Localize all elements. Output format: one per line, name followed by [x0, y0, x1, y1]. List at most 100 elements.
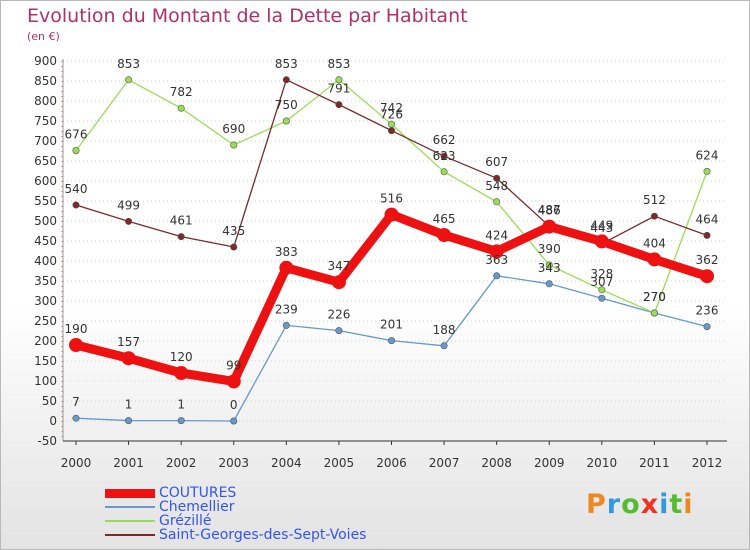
- y-tick-label: 750: [34, 114, 57, 128]
- data-point: [174, 366, 189, 380]
- data-point: [72, 201, 80, 209]
- y-tick-label: 850: [34, 74, 57, 88]
- data-label: 226: [327, 308, 350, 322]
- data-point: [387, 120, 395, 128]
- data-label: 662: [433, 133, 456, 147]
- data-point: [335, 327, 343, 335]
- data-label: 791: [327, 82, 350, 96]
- data-label: 1: [177, 398, 185, 412]
- data-label: 424: [485, 228, 508, 242]
- legend-swatch: [105, 534, 155, 536]
- data-point: [335, 101, 343, 109]
- data-label: 363: [485, 253, 508, 267]
- logo-letter: r: [606, 489, 622, 520]
- y-tick-label: 800: [34, 94, 57, 108]
- legend-swatch: [105, 488, 155, 498]
- data-point: [387, 337, 395, 345]
- data-label: 853: [117, 57, 140, 71]
- data-label: 853: [275, 57, 298, 71]
- data-label: 464: [696, 212, 719, 226]
- legend-label: Chemellier: [159, 499, 235, 515]
- data-point: [598, 294, 606, 302]
- data-point: [493, 174, 501, 182]
- logo-letter: i: [683, 489, 694, 520]
- data-label: 362: [696, 253, 719, 267]
- data-label: 328: [590, 267, 613, 281]
- data-label: 404: [643, 236, 666, 250]
- x-tick-label: 2006: [376, 456, 407, 470]
- data-point: [279, 260, 294, 275]
- data-label: 157: [117, 335, 140, 349]
- data-point: [282, 117, 290, 125]
- y-tick-label: 300: [34, 294, 57, 308]
- legend-swatch: [105, 520, 155, 522]
- x-tick-label: 2012: [692, 456, 723, 470]
- data-label: 782: [170, 85, 193, 99]
- logo-letter: o: [621, 489, 641, 520]
- data-point: [69, 338, 83, 352]
- data-label: 343: [538, 261, 561, 275]
- legend-item: Chemellier: [105, 500, 366, 514]
- legend-item: COUTURES: [105, 486, 366, 500]
- x-tick-label: 2008: [481, 456, 512, 470]
- data-point: [177, 104, 185, 112]
- data-point: [700, 269, 714, 284]
- data-point: [177, 417, 185, 425]
- chart-subtitle: (en €): [27, 30, 60, 43]
- data-label: 239: [275, 302, 298, 316]
- data-label: 270: [643, 290, 666, 304]
- data-label: 750: [275, 98, 298, 112]
- data-point: [121, 351, 136, 366]
- data-label: 1: [125, 398, 133, 412]
- data-point: [493, 198, 501, 206]
- logo-letter: t: [669, 489, 684, 520]
- data-point: [177, 233, 185, 241]
- x-tick-label: 2005: [324, 456, 355, 470]
- data-label: 624: [696, 148, 719, 162]
- x-tick-label: 2009: [534, 456, 565, 470]
- x-tick-label: 2002: [166, 456, 197, 470]
- data-point: [72, 414, 80, 422]
- data-label: 270: [643, 290, 666, 304]
- data-point: [650, 309, 658, 317]
- legend-item: Grézillé: [105, 514, 366, 528]
- data-label: 690: [222, 122, 245, 136]
- data-label: 548: [485, 179, 508, 193]
- data-point: [282, 76, 290, 84]
- data-point: [282, 321, 290, 329]
- data-label: 120: [170, 350, 193, 364]
- y-tick-label: 500: [34, 214, 57, 228]
- data-label: 607: [485, 155, 508, 169]
- legend-label: Saint-Georges-des-Sept-Voies: [159, 527, 367, 543]
- data-label: 383: [275, 245, 298, 259]
- data-point: [545, 261, 553, 269]
- x-tick-label: 2007: [429, 456, 460, 470]
- data-point: [387, 127, 395, 135]
- legend-item: Saint-Georges-des-Sept-Voies: [105, 528, 366, 542]
- legend-label: COUTURES: [159, 485, 237, 501]
- data-point: [703, 167, 711, 175]
- data-label: 99: [226, 358, 241, 372]
- y-tick-label: 200: [34, 334, 57, 348]
- x-tick-label: 2003: [218, 456, 249, 470]
- data-label: 190: [65, 322, 88, 336]
- data-label: 742: [380, 101, 403, 115]
- data-point: [703, 231, 711, 239]
- x-tick-label: 2001: [113, 456, 144, 470]
- data-point: [230, 417, 238, 425]
- data-point: [440, 152, 448, 160]
- data-label: 512: [643, 193, 666, 207]
- data-point: [440, 168, 448, 176]
- data-point: [331, 275, 346, 290]
- data-point: [703, 323, 711, 331]
- data-point: [226, 374, 241, 389]
- y-tick-label: -50: [37, 434, 57, 448]
- data-point: [493, 272, 501, 280]
- data-point: [594, 234, 609, 249]
- y-tick-label: 600: [34, 174, 57, 188]
- data-label: 307: [590, 275, 613, 289]
- x-tick-label: 2010: [587, 456, 618, 470]
- logo-letter: i: [659, 489, 670, 520]
